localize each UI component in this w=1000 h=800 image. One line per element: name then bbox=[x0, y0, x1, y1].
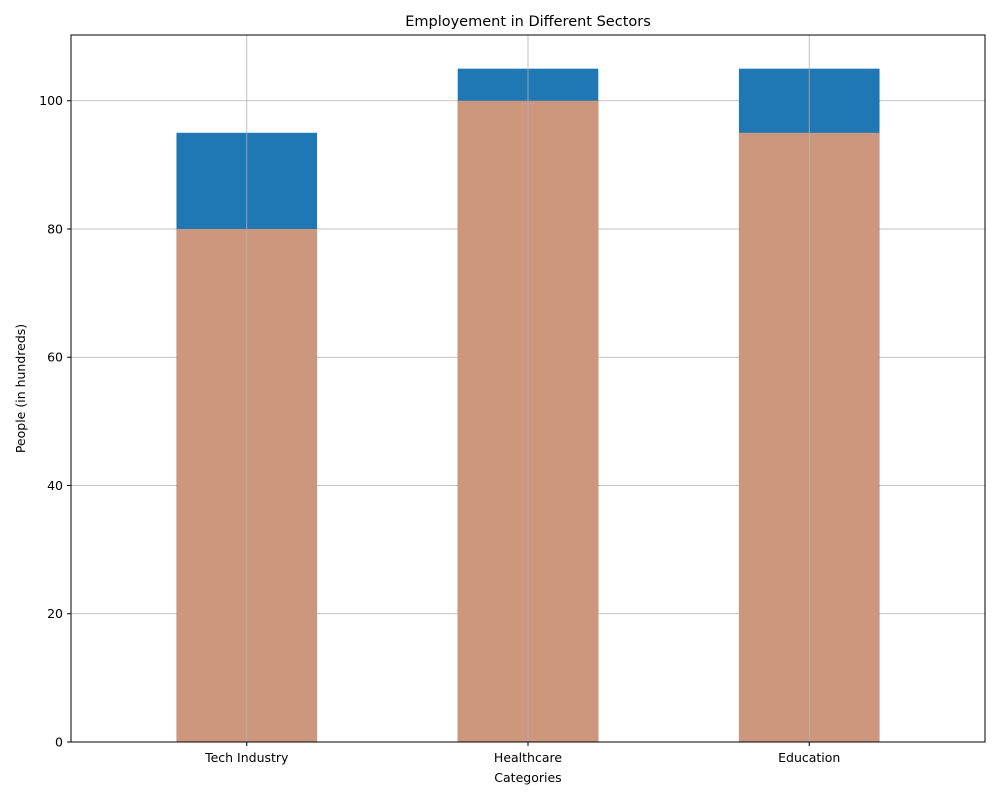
y-tick-label: 20 bbox=[47, 606, 63, 621]
y-tick-label: 80 bbox=[47, 221, 63, 236]
y-axis-label: People (in hundreds) bbox=[13, 324, 28, 453]
y-tick-label: 40 bbox=[47, 478, 63, 493]
x-axis-label: Categories bbox=[494, 770, 561, 785]
vertical-grid bbox=[246, 35, 810, 742]
x-axis-ticks: Tech Industry Healthcare Education bbox=[204, 742, 840, 765]
y-axis-ticks: 0 20 40 60 80 100 bbox=[39, 93, 71, 750]
x-tick-label: Healthcare bbox=[494, 750, 562, 765]
y-tick-label: 100 bbox=[39, 93, 63, 108]
y-tick-label: 0 bbox=[55, 735, 63, 750]
chart-title: Employement in Different Sectors bbox=[405, 14, 651, 30]
x-tick-label: Education bbox=[778, 750, 840, 765]
y-tick-label: 60 bbox=[47, 350, 63, 365]
x-tick-label: Tech Industry bbox=[204, 750, 289, 765]
